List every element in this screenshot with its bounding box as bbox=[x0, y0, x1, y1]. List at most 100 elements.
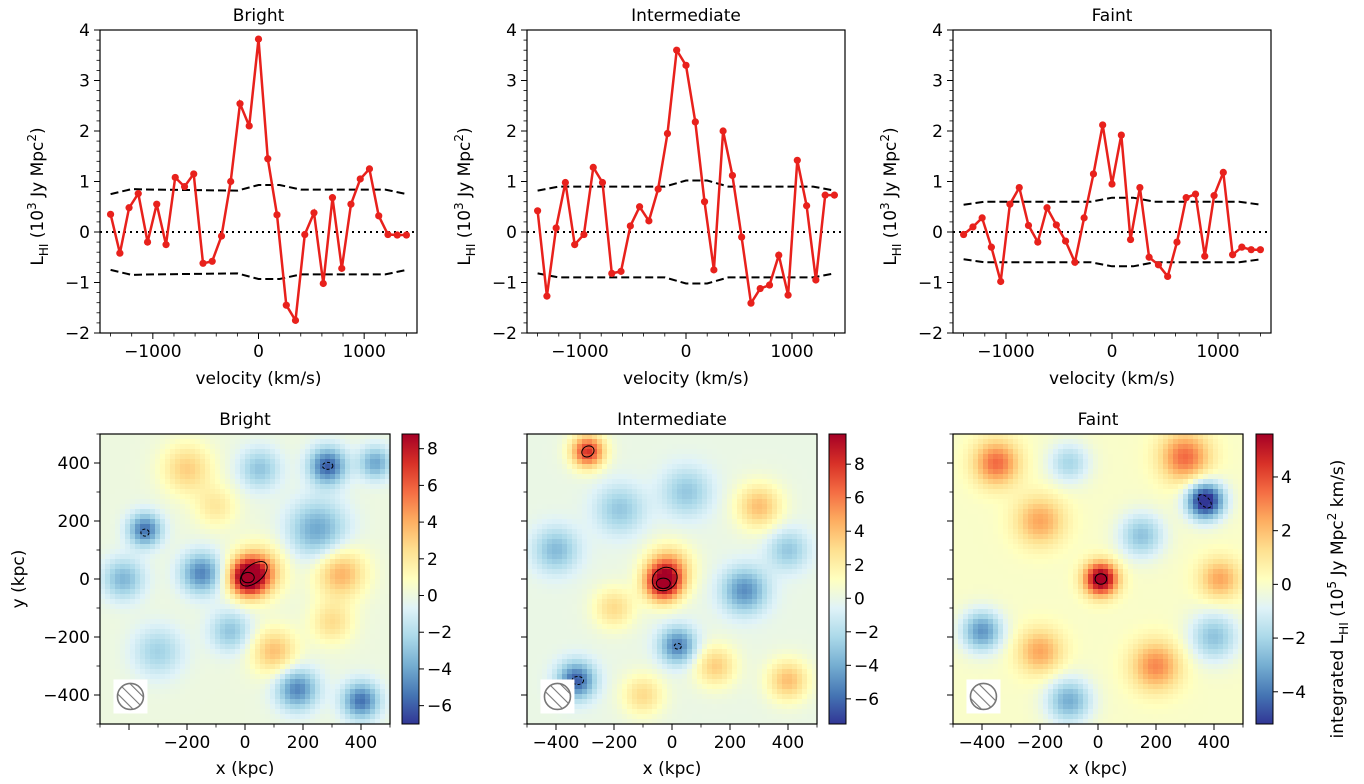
x-tick-label: 400 bbox=[345, 733, 377, 753]
heatmap-field bbox=[100, 434, 391, 725]
panel-title: Faint bbox=[1092, 6, 1133, 26]
data-point bbox=[1015, 183, 1023, 192]
colorbar-tick-label: 2 bbox=[854, 556, 865, 576]
y-tick-label: 3 bbox=[506, 72, 517, 92]
data-point bbox=[125, 204, 133, 212]
x-tick-label: 200 bbox=[1140, 733, 1172, 753]
colorbar-tick-label: 6 bbox=[427, 476, 438, 496]
x-tick-label: 400 bbox=[772, 733, 804, 753]
heatmap-field bbox=[527, 434, 818, 725]
colorbar-tick-label: 8 bbox=[854, 455, 865, 475]
map-panel-bright: Bright −200 0 200 400−400−2000200400−6−4−20… bbox=[9, 410, 452, 779]
data-point bbox=[282, 301, 290, 309]
data-point bbox=[987, 243, 995, 251]
x-tick-label: 0 bbox=[253, 342, 264, 362]
data-point bbox=[1256, 246, 1264, 254]
contour bbox=[241, 571, 255, 584]
data-point bbox=[747, 299, 755, 307]
y-tick-label: −200 bbox=[43, 628, 90, 648]
data-point bbox=[728, 171, 737, 180]
data-point bbox=[1117, 131, 1125, 139]
y-axis-label: y (kpc) bbox=[9, 550, 29, 609]
data-point bbox=[756, 284, 764, 293]
plot-area: −1000 0 1000 −2 −1 0 1 2 3 4 bbox=[492, 21, 846, 362]
data-point bbox=[1089, 170, 1098, 178]
data-point bbox=[338, 264, 346, 272]
colorbar-tick-label: −4 bbox=[427, 660, 452, 680]
data-point bbox=[143, 238, 152, 246]
plot-area: −400 −200 0 200 400 −4 −2 0 2 4 bbox=[947, 433, 1306, 753]
colorbar-tick-label: −4 bbox=[1281, 683, 1306, 703]
data-point bbox=[1052, 221, 1060, 229]
data-point bbox=[543, 292, 551, 300]
data-point bbox=[793, 156, 801, 164]
data-point bbox=[589, 163, 597, 171]
data-point bbox=[765, 281, 774, 289]
y-tick-label: −1 bbox=[492, 274, 517, 294]
data-point bbox=[830, 191, 839, 199]
data-point bbox=[1099, 121, 1107, 129]
series-line bbox=[536, 46, 835, 307]
data-point bbox=[1247, 246, 1255, 254]
data-point bbox=[1191, 190, 1200, 198]
spectrum-panel-intermediate: Intermediate −1000 0 1000 −2 −1 0 1 2 3 4 velocit… bbox=[452, 6, 846, 389]
data-point bbox=[691, 118, 699, 126]
data-point bbox=[162, 241, 170, 249]
x-tick-label: 0 bbox=[681, 342, 692, 362]
data-point bbox=[328, 194, 337, 202]
data-point bbox=[116, 249, 124, 257]
data-point bbox=[1145, 253, 1153, 261]
y-tick-label: 3 bbox=[79, 72, 90, 92]
x-tick-label: −200 bbox=[164, 733, 211, 753]
data-point bbox=[710, 266, 718, 274]
data-point bbox=[654, 185, 662, 193]
data-point bbox=[803, 202, 811, 210]
data-point bbox=[1024, 221, 1033, 230]
y-axis-label: LHI (103 Jy Mpc2) bbox=[878, 127, 904, 265]
data-point bbox=[960, 230, 968, 239]
panel-title: Faint bbox=[1078, 410, 1119, 430]
panel-title: Intermediate bbox=[631, 6, 741, 26]
data-point bbox=[1201, 252, 1209, 260]
data-point bbox=[775, 251, 783, 259]
y-tick-label: 4 bbox=[932, 21, 943, 41]
y-tick-label: 2 bbox=[932, 122, 943, 142]
x-tick-label: −200 bbox=[591, 733, 638, 753]
colorbar bbox=[401, 433, 420, 725]
beam-circle bbox=[969, 682, 998, 711]
contour bbox=[239, 561, 268, 587]
data-point bbox=[356, 175, 364, 183]
data-point bbox=[978, 214, 986, 222]
y-tick-label: 2 bbox=[79, 122, 90, 142]
x-tick-label: −400 bbox=[533, 733, 580, 753]
x-tick-label: 1000 bbox=[1196, 342, 1239, 362]
contour bbox=[673, 642, 682, 650]
x-tick-label: 1000 bbox=[770, 342, 813, 362]
data-point bbox=[1238, 243, 1246, 251]
data-point bbox=[1173, 238, 1181, 246]
envelope-lower bbox=[963, 258, 1261, 268]
envelope-lower bbox=[110, 268, 407, 280]
data-point bbox=[273, 211, 281, 219]
data-point bbox=[153, 200, 161, 208]
data-point bbox=[310, 209, 318, 217]
panel-title: Bright bbox=[233, 6, 285, 26]
data-point bbox=[393, 231, 401, 239]
y-tick-label: −400 bbox=[43, 686, 90, 706]
data-point bbox=[264, 155, 272, 163]
data-point bbox=[254, 35, 263, 43]
data-point bbox=[821, 191, 829, 199]
data-point bbox=[1229, 251, 1237, 259]
data-point bbox=[682, 61, 690, 69]
data-point bbox=[208, 257, 216, 265]
data-point bbox=[171, 173, 179, 182]
x-tick-label: 1000 bbox=[343, 342, 386, 362]
x-tick-label: 0 bbox=[240, 733, 251, 753]
data-point bbox=[580, 230, 588, 239]
y-tick-label: −1 bbox=[918, 274, 943, 294]
y-tick-label: 1 bbox=[506, 173, 517, 193]
data-point bbox=[1164, 272, 1172, 281]
data-point bbox=[997, 277, 1005, 286]
x-tick-label: 0 bbox=[1107, 342, 1118, 362]
